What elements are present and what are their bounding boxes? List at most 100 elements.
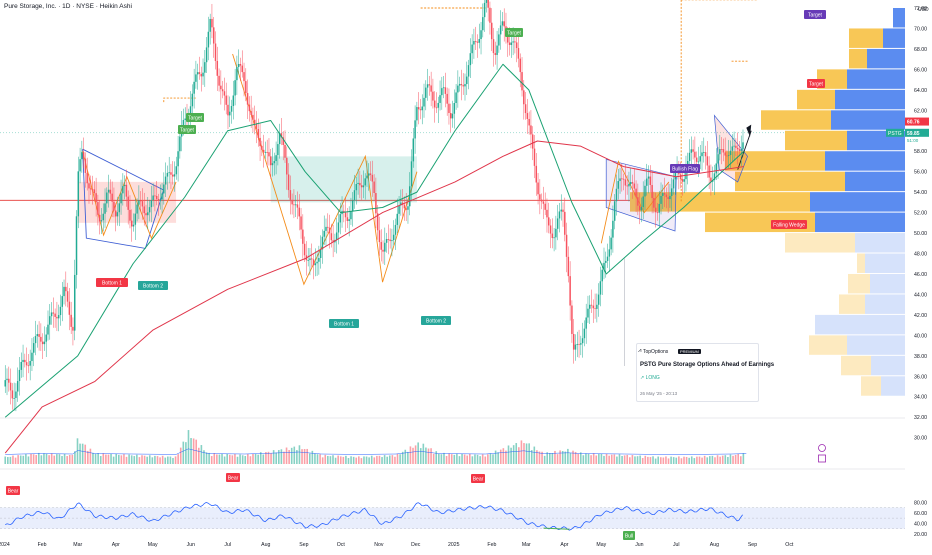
volume-bar bbox=[739, 456, 742, 464]
volume-profile-bar bbox=[865, 253, 905, 273]
volume-profile-bar bbox=[630, 192, 810, 212]
volume-bar bbox=[174, 456, 177, 464]
candle bbox=[335, 232, 338, 240]
volume-profile-bar bbox=[785, 233, 855, 253]
volume-bar bbox=[435, 451, 438, 464]
price-tick-label: 34.00 bbox=[914, 395, 927, 401]
volume-profile-bar bbox=[865, 294, 905, 314]
volume-bar bbox=[610, 454, 613, 464]
candle bbox=[212, 27, 215, 44]
time-tick-label: Oct bbox=[785, 542, 794, 548]
volume-profile-bar bbox=[785, 130, 847, 151]
candle bbox=[704, 152, 707, 157]
volume-bar bbox=[203, 450, 205, 464]
candle bbox=[649, 176, 652, 186]
volume-bar bbox=[66, 456, 68, 464]
idea-headline[interactable]: PSTG Pure Storage Options Ahead of Earni… bbox=[640, 362, 775, 368]
candle bbox=[41, 341, 44, 345]
volume-bar bbox=[7, 457, 9, 464]
candle bbox=[417, 107, 420, 110]
volume-bar bbox=[9, 456, 12, 464]
double-bottom-zone bbox=[270, 156, 417, 203]
candle bbox=[88, 183, 90, 189]
volume-bar bbox=[425, 447, 427, 464]
bullish-flag-label-text: Bullish Flag bbox=[672, 166, 698, 172]
volume-bar bbox=[81, 443, 84, 464]
candle bbox=[421, 106, 423, 111]
candle bbox=[111, 193, 113, 202]
candle bbox=[494, 53, 497, 55]
candle bbox=[177, 151, 179, 167]
candle bbox=[533, 148, 536, 166]
volume-bar bbox=[440, 454, 443, 464]
candle bbox=[435, 107, 438, 109]
candle bbox=[150, 200, 153, 208]
volume-profile-bar bbox=[847, 69, 905, 89]
time-tick-label: Jun bbox=[187, 542, 195, 548]
candle bbox=[255, 123, 258, 130]
target-label-text: Target bbox=[809, 81, 824, 87]
volume-profile-bar bbox=[815, 314, 905, 335]
time-tick-label: Dec bbox=[411, 542, 421, 548]
candle bbox=[601, 269, 603, 282]
volume-bar bbox=[512, 445, 515, 464]
volume-bar bbox=[448, 453, 450, 464]
candle bbox=[588, 304, 591, 309]
volume-bar bbox=[404, 449, 407, 464]
volume-bar bbox=[579, 452, 582, 464]
candle bbox=[159, 199, 162, 201]
candle bbox=[200, 73, 203, 77]
candle bbox=[580, 343, 582, 345]
volume-bar bbox=[58, 454, 61, 464]
candle bbox=[626, 185, 628, 187]
volume-bar bbox=[35, 455, 37, 464]
volume-bar bbox=[487, 454, 489, 464]
candle bbox=[280, 133, 283, 138]
volume-bar bbox=[324, 454, 327, 464]
candle bbox=[202, 72, 204, 77]
volume-bar bbox=[358, 456, 360, 464]
candle bbox=[68, 301, 71, 315]
candle bbox=[56, 316, 58, 319]
candle bbox=[542, 201, 545, 204]
volume-bar bbox=[399, 454, 401, 464]
time-tick-label: Feb bbox=[487, 542, 496, 548]
volume-bar bbox=[226, 453, 228, 464]
candle bbox=[565, 234, 568, 257]
candle bbox=[170, 172, 172, 175]
candle bbox=[257, 129, 260, 138]
volume-bar bbox=[696, 456, 698, 464]
candle bbox=[526, 113, 529, 119]
candle bbox=[717, 154, 719, 164]
candle bbox=[252, 114, 254, 120]
candle bbox=[309, 258, 311, 261]
candle bbox=[82, 152, 85, 159]
candle bbox=[731, 146, 734, 151]
candle bbox=[59, 306, 62, 316]
candle bbox=[403, 204, 406, 209]
volume-bar bbox=[50, 453, 53, 464]
candle bbox=[489, 7, 491, 23]
candle bbox=[738, 149, 741, 151]
flag-icon[interactable] bbox=[818, 454, 826, 463]
idea-card[interactable]: ⩘ TopOptions PREMIUM PSTG Pure Storage O… bbox=[636, 343, 774, 402]
candle bbox=[132, 224, 135, 227]
candle bbox=[152, 195, 154, 201]
candle bbox=[638, 205, 641, 211]
candle bbox=[239, 63, 242, 66]
candle bbox=[524, 104, 527, 114]
volume-bar bbox=[259, 452, 262, 464]
candle bbox=[507, 35, 509, 43]
candle bbox=[22, 359, 24, 362]
candle bbox=[642, 196, 644, 208]
candle bbox=[4, 380, 6, 387]
candle bbox=[369, 173, 372, 175]
volume-bar bbox=[438, 453, 440, 464]
alert-icon[interactable] bbox=[818, 444, 826, 452]
volume-bar bbox=[19, 455, 22, 464]
candle bbox=[662, 193, 664, 196]
volume-bar bbox=[618, 454, 621, 464]
candle bbox=[735, 145, 737, 148]
volume-bar bbox=[734, 454, 737, 464]
